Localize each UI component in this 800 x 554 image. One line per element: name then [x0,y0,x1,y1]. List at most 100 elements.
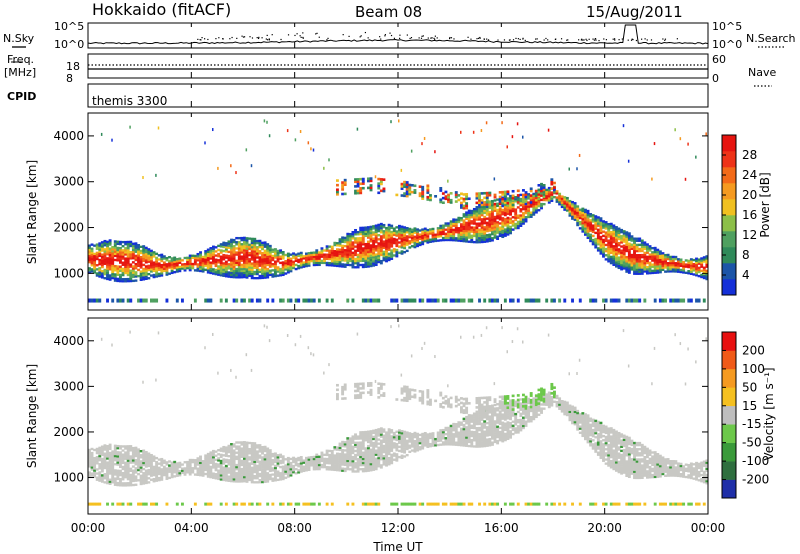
power-cell [330,255,334,259]
power-cell [286,129,289,133]
velocity-cell [88,463,91,466]
power-cell [584,208,587,212]
velocity-cell [129,473,133,477]
power-cell [95,245,99,248]
power-cell [568,212,572,215]
power-cell [196,255,200,258]
power-cell [470,226,474,229]
velocity-cell [188,471,192,474]
power-cell [395,252,399,256]
velocity-cell [129,449,133,452]
velocity-cell [137,466,140,470]
power-cell [328,245,332,248]
nsearch-dot [430,37,432,39]
velocity-cell [126,484,130,487]
power-cell [609,235,613,238]
velocity-cell [168,468,171,471]
power-cell [509,231,512,235]
power-cell [602,255,605,258]
power-cell [542,195,546,199]
velocity-cell [245,472,249,475]
velocity-cell [157,468,161,472]
power-cell [126,251,130,254]
power-cell [664,266,667,269]
nsearch-dot [547,39,549,41]
power-cell [385,253,388,257]
power-cell [550,199,554,203]
power-cell [532,196,536,200]
power-cell [325,247,329,250]
power-cell [607,225,611,228]
power-cell [121,269,125,273]
velocity-cell [240,461,244,465]
power-cell [609,257,613,261]
velocity-cell [255,472,259,476]
power-cell [472,226,476,229]
velocity-cell [88,450,91,454]
velocity-cell [142,453,146,456]
power-cell [596,222,600,225]
power-cell [111,250,115,253]
power-cell [449,238,453,242]
power-cell [635,256,639,259]
power-cell [382,223,386,227]
power-cell [390,249,394,252]
power-cell [599,252,603,255]
power-cell [609,245,613,248]
velocity-cell [155,456,159,460]
power-cell [542,186,546,189]
power-cell [627,244,631,248]
power-cell [635,237,639,240]
power-cell [119,269,122,273]
power-cell [447,195,450,199]
power-cell [103,256,107,259]
velocity-cell [111,470,115,474]
power-cell [320,255,324,258]
power-cell [529,298,533,303]
power-cell [475,201,479,205]
power-cell [279,272,283,275]
velocity-cell [243,447,246,450]
velocity-cell [230,459,233,462]
power-cell [88,256,91,260]
power-cell [677,262,680,265]
power-cell [317,257,321,260]
power-cell [281,257,285,260]
velocity-cell [206,502,210,506]
power-cell [160,255,164,259]
power-cell [480,203,484,207]
velocity-cell [188,473,192,476]
power-cell [258,243,262,247]
nsearch-dot [302,32,304,34]
velocity-cell [155,463,159,466]
velocity-cell [173,471,177,474]
power-cell [573,206,577,209]
velocity-cell [245,470,249,473]
power-cell [615,240,618,243]
velocity-cell [299,470,303,473]
power-cell [243,267,246,270]
power-cell [317,298,321,303]
velocity-cell [95,455,99,459]
power-cell [289,298,293,303]
power-cell [310,253,314,257]
power-cell [434,237,438,241]
power-cell [258,276,262,280]
velocity-cell [230,368,232,372]
velocity-cell [188,464,192,468]
velocity-cell [356,457,360,461]
velocity-cell [137,454,140,457]
power-cell [524,195,528,199]
power-cell [186,256,190,260]
power-cell [88,269,91,272]
power-cell [175,264,179,267]
power-cell [170,265,174,268]
power-cell [491,239,494,242]
power-cell [255,254,259,257]
velocity-cell [263,470,267,473]
velocity-cell [160,476,164,479]
power-cell [336,260,339,263]
velocity-cell [336,446,339,449]
power-cell [460,201,463,205]
power-cell [188,256,192,259]
